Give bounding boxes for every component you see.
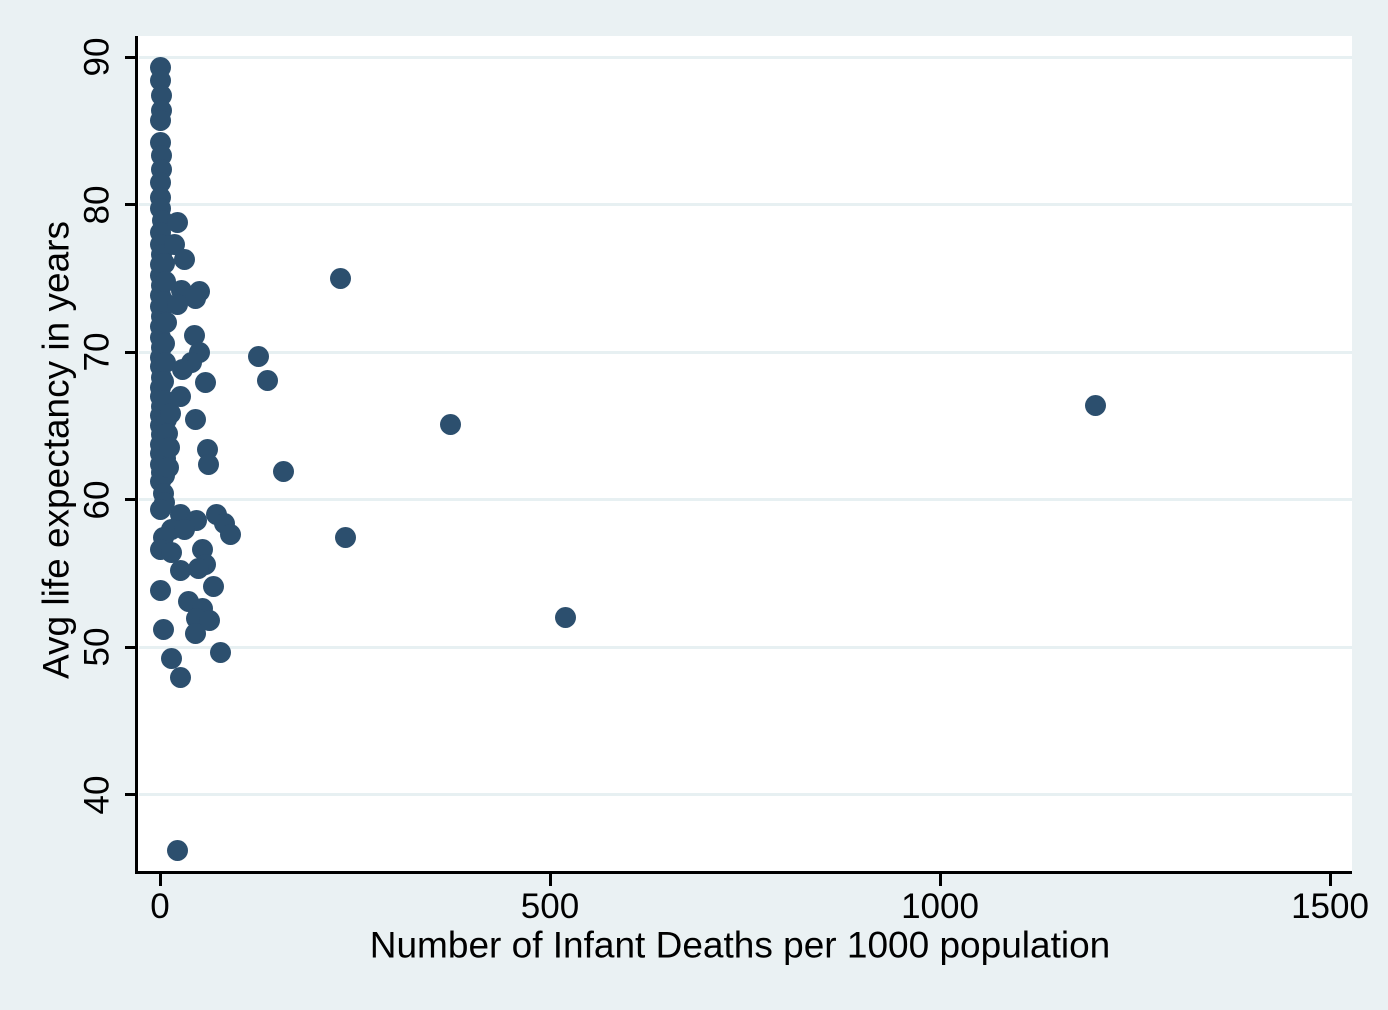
data-point	[161, 648, 183, 670]
x-tick-mark	[548, 872, 552, 886]
y-tick-label: 40	[77, 775, 117, 814]
data-point	[154, 270, 176, 292]
data-point	[150, 499, 172, 521]
y-gridline	[139, 203, 1352, 206]
data-point	[329, 267, 351, 289]
y-tick-label: 50	[77, 627, 117, 667]
y-tick-mark	[125, 793, 138, 796]
y-tick-label: 80	[77, 185, 117, 224]
y-tick-mark	[125, 350, 138, 354]
data-point	[209, 642, 231, 664]
data-point	[154, 253, 176, 274]
data-point	[166, 294, 188, 316]
plot-area	[138, 36, 1352, 871]
data-point	[158, 456, 180, 478]
data-point	[149, 580, 171, 602]
y-tick-label: 60	[77, 480, 117, 519]
y-gridline	[139, 498, 1352, 501]
y-gridline	[139, 793, 1352, 796]
data-point	[169, 385, 191, 407]
data-point	[257, 369, 279, 391]
data-point	[187, 558, 209, 580]
x-axis-title: Number of Infant Deaths per 1000 populat…	[369, 924, 1111, 966]
data-point	[152, 618, 174, 640]
data-point	[185, 409, 207, 431]
data-point	[197, 453, 219, 475]
data-point	[174, 248, 196, 270]
data-point	[167, 211, 189, 233]
x-tick-mark	[938, 872, 942, 886]
y-gridline	[139, 350, 1352, 354]
data-point	[439, 413, 461, 435]
data-point	[335, 527, 357, 549]
data-point	[155, 312, 177, 333]
y-gridline	[139, 55, 1352, 59]
data-point	[555, 607, 577, 628]
data-point	[160, 403, 182, 425]
data-point	[161, 542, 183, 564]
x-axis-line	[135, 871, 1352, 874]
data-point	[183, 325, 205, 347]
x-tick-label: 1500	[1291, 887, 1369, 926]
y-tick-mark	[125, 645, 138, 649]
data-point	[169, 559, 191, 581]
data-point	[154, 332, 176, 354]
data-point	[199, 609, 221, 631]
data-point	[158, 437, 180, 459]
x-tick-label: 0	[150, 887, 170, 926]
x-tick-label: 1000	[901, 887, 979, 926]
x-tick-mark	[1328, 872, 1332, 886]
data-point	[272, 460, 294, 482]
y-tick-mark	[125, 55, 138, 59]
y-tick-label: 90	[77, 37, 117, 77]
data-point	[194, 372, 216, 394]
data-point	[153, 371, 175, 392]
y-tick-mark	[125, 203, 138, 206]
x-tick-mark	[158, 872, 162, 886]
y-tick-label: 70	[77, 332, 117, 372]
y-gridline	[139, 645, 1352, 649]
y-axis-title: Avg life expectancy in years	[35, 221, 77, 679]
data-point	[169, 667, 191, 689]
data-point	[247, 345, 269, 367]
data-point	[173, 518, 195, 540]
data-point	[154, 351, 176, 373]
data-point	[185, 288, 207, 310]
y-axis-line	[135, 36, 138, 874]
data-point	[166, 840, 188, 862]
data-point	[219, 524, 241, 546]
x-tick-label: 500	[520, 887, 580, 926]
y-tick-mark	[125, 498, 138, 501]
data-point	[1084, 394, 1106, 416]
data-point	[184, 623, 206, 645]
data-point	[150, 109, 172, 131]
data-point	[202, 576, 224, 598]
data-point	[172, 359, 194, 381]
